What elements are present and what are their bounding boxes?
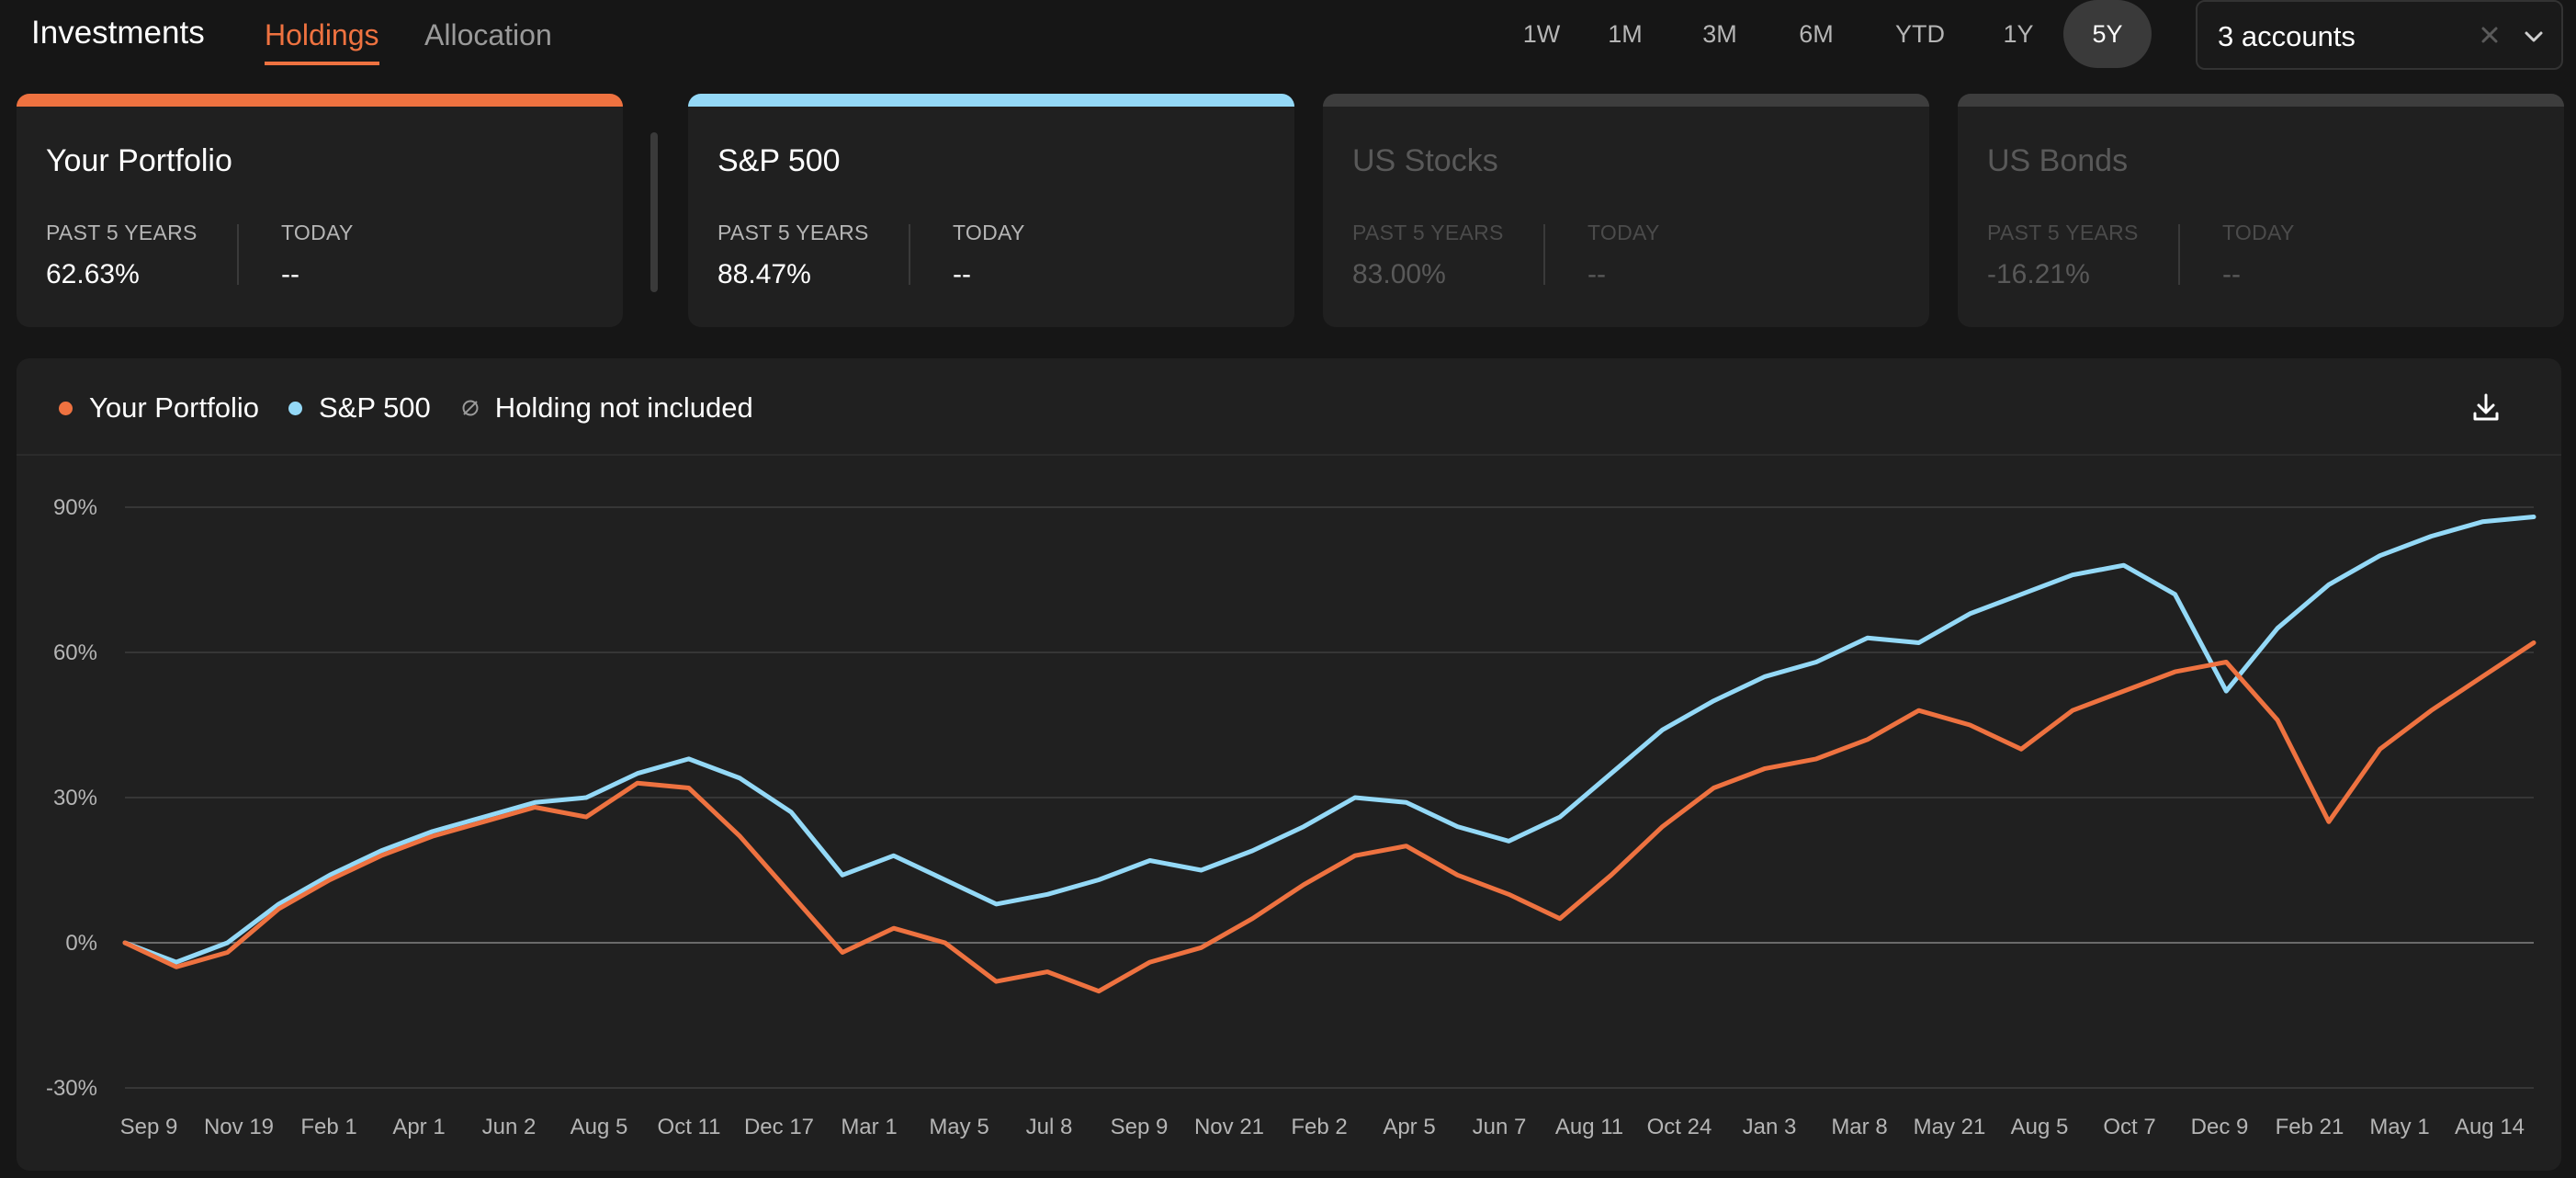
legend-label: S&P 500	[318, 391, 431, 424]
stat-divider	[909, 224, 910, 285]
card-accent-bar	[688, 94, 1294, 107]
download-icon[interactable]	[2468, 390, 2504, 426]
x-tick-label: Jul 8	[1026, 1115, 1073, 1139]
stat-value-period: 83.00%	[1352, 259, 1446, 289]
stat-divider	[1543, 224, 1545, 285]
stat-label-period: PAST 5 YEARS	[46, 221, 198, 244]
card-title: US Stocks	[1352, 143, 1498, 178]
x-tick-label: May 5	[929, 1115, 989, 1139]
dot-icon	[59, 401, 73, 415]
account-selector[interactable]: 3 accounts	[2196, 0, 2563, 70]
x-tick-label: Oct 11	[658, 1115, 721, 1139]
x-tick-label: Oct 7	[2103, 1115, 2155, 1139]
stat-label-period: PAST 5 YEARS	[1987, 221, 2139, 244]
chevron-down-icon[interactable]	[2519, 22, 2548, 51]
panel-divider	[17, 454, 2561, 456]
x-tick-label: Jun 2	[482, 1115, 537, 1139]
x-tick-label: Aug 5	[571, 1115, 628, 1139]
card-title: Your Portfolio	[46, 143, 232, 178]
tab-holdings[interactable]: Holdings	[265, 18, 379, 65]
x-tick-label: Mar 8	[1831, 1115, 1887, 1139]
stat-value-today: --	[953, 259, 971, 289]
x-tick-label: Apr 5	[1383, 1115, 1435, 1139]
stat-value-today: --	[281, 259, 299, 289]
y-tick-label: -30%	[46, 1076, 97, 1101]
stat-value-period: 62.63%	[46, 259, 140, 289]
y-tick-label: 30%	[53, 786, 97, 810]
account-selector-value: 3 accounts	[2218, 20, 2356, 52]
card-accent-bar	[1958, 94, 2564, 107]
empty-set-icon	[462, 400, 479, 416]
x-tick-label: May 21	[1914, 1115, 1986, 1139]
chart-legend: Your Portfolio S&P 500 Holding not inclu…	[59, 390, 783, 426]
top-bar: Investments Holdings Allocation 1W 1M 3M 6M…	[0, 0, 2576, 74]
x-tick-label: May 1	[2369, 1115, 2429, 1139]
stat-value-today: --	[1587, 259, 1606, 289]
dot-icon	[288, 401, 302, 415]
series-line-s-p-500	[122, 515, 2536, 965]
card-us-bonds[interactable]: US Bonds PAST 5 YEARS -16.21% TODAY --	[1958, 94, 2564, 327]
range-1m[interactable]: 1M	[1608, 19, 1643, 48]
legend-item-your-portfolio[interactable]: Your Portfolio	[59, 391, 259, 425]
legend-item-holding-not-included[interactable]: Holding not included	[460, 391, 753, 425]
x-tick-label: Nov 21	[1194, 1115, 1264, 1139]
range-1y[interactable]: 1Y	[2003, 19, 2034, 48]
stat-label-today: TODAY	[1587, 221, 1660, 244]
stat-value-period: 88.47%	[717, 259, 811, 289]
x-tick-label: Feb 1	[300, 1115, 356, 1139]
y-tick-label: 0%	[65, 931, 97, 956]
x-tick-label: Aug 11	[1555, 1115, 1623, 1139]
x-tick-label: Jan 3	[1743, 1115, 1797, 1139]
x-tick-label: Feb 2	[1291, 1115, 1347, 1139]
stat-label-today: TODAY	[953, 221, 1025, 244]
stat-divider	[2178, 224, 2180, 285]
time-range-selector: 1W 1M 3M 6M YTD 1Y 5Y	[1507, 0, 2152, 68]
stat-divider	[237, 224, 239, 285]
card-title: US Bonds	[1987, 143, 2129, 178]
stat-value-period: -16.21%	[1987, 259, 2090, 289]
stat-label-today: TODAY	[281, 221, 354, 244]
x-tick-label: Feb 21	[2276, 1115, 2344, 1139]
legend-item-sp500[interactable]: S&P 500	[288, 391, 431, 425]
card-your-portfolio[interactable]: Your Portfolio PAST 5 YEARS 62.63% TODAY…	[17, 94, 623, 327]
x-tick-label: Apr 1	[392, 1115, 445, 1139]
stat-value-today: --	[2222, 259, 2241, 289]
range-5y[interactable]: 5Y	[2063, 0, 2152, 68]
x-icon[interactable]	[2473, 18, 2506, 51]
x-tick-label: Sep 9	[120, 1115, 178, 1139]
y-tick-label: 90%	[53, 495, 97, 520]
card-us-stocks[interactable]: US Stocks PAST 5 YEARS 83.00% TODAY --	[1323, 94, 1929, 327]
x-tick-label: Dec 9	[2191, 1115, 2249, 1139]
card-accent-bar	[17, 94, 623, 107]
range-ytd[interactable]: YTD	[1895, 19, 1945, 48]
range-6m[interactable]: 6M	[1799, 19, 1834, 48]
x-tick-label: Nov 19	[204, 1115, 274, 1139]
x-tick-label: Aug 5	[2011, 1115, 2069, 1139]
x-tick-label: Sep 9	[1111, 1115, 1169, 1139]
page-title: Investments	[31, 15, 205, 51]
x-tick-label: Mar 1	[841, 1115, 897, 1139]
legend-label: Holding not included	[494, 391, 753, 424]
chart-panel	[17, 358, 2561, 1171]
card-sp500[interactable]: S&P 500 PAST 5 YEARS 88.47% TODAY --	[688, 94, 1294, 327]
range-3m[interactable]: 3M	[1702, 19, 1737, 48]
stat-label-period: PAST 5 YEARS	[1352, 221, 1504, 244]
x-tick-label: Dec 17	[744, 1115, 814, 1139]
x-tick-label: Jun 7	[1473, 1115, 1527, 1139]
stat-label-today: TODAY	[2222, 221, 2295, 244]
tab-allocation[interactable]: Allocation	[424, 18, 552, 51]
series-line-your-portfolio	[122, 640, 2536, 994]
x-tick-label: Aug 14	[2455, 1115, 2525, 1139]
range-1w[interactable]: 1W	[1522, 19, 1561, 48]
y-tick-label: 60%	[53, 640, 97, 665]
card-accent-bar	[1323, 94, 1929, 107]
legend-label: Your Portfolio	[89, 391, 259, 424]
x-tick-label: Oct 24	[1647, 1115, 1712, 1139]
card-title: S&P 500	[717, 143, 841, 178]
stat-label-period: PAST 5 YEARS	[717, 221, 869, 244]
card-separator	[650, 132, 658, 292]
